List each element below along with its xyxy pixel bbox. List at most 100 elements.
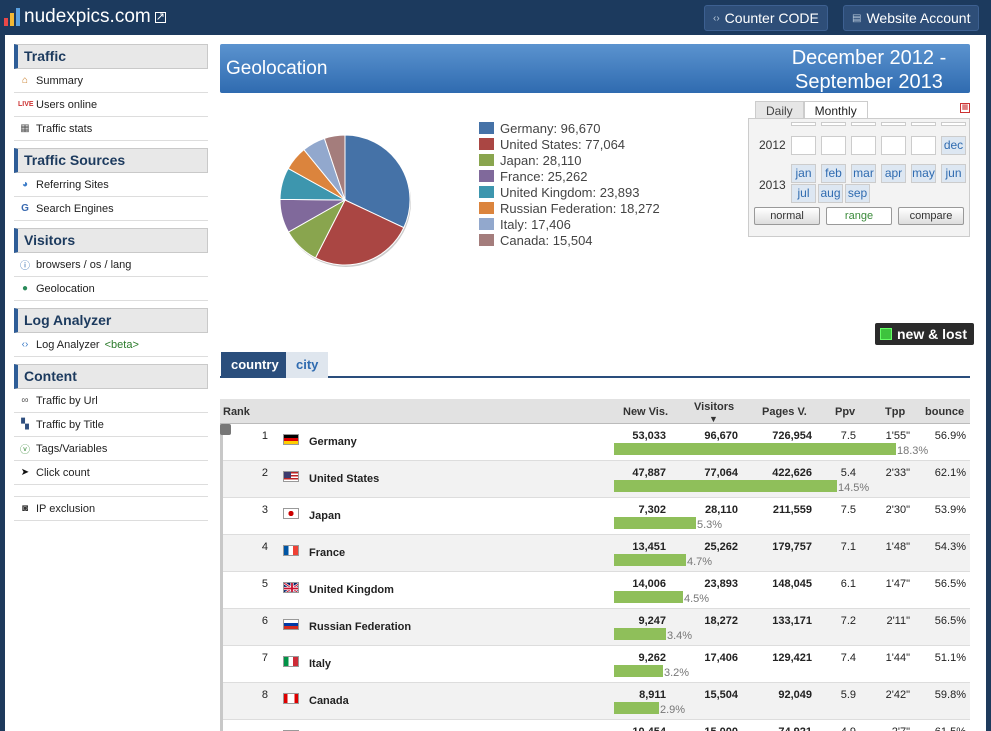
sidebar-item-traffic-by-title[interactable]: ▚ Traffic by Title [14,413,208,437]
pie-slice-germany[interactable] [344,134,411,229]
table-header: Rank New Vis. Visitors ▼ Pages V. Ppv Tp… [220,399,970,424]
table-row[interactable]: 5 United Kingdom 14,006 23,893 148,045 6.1 1'4… [220,572,970,609]
new-lost-label: new & lost [897,326,968,342]
month-cell-jan[interactable]: jan [791,164,816,183]
legend-item[interactable]: France: 25,262 [479,168,660,184]
legend-item[interactable]: United Kingdom: 23,893 [479,184,660,200]
calendar-icon[interactable]: ▦ [960,103,970,113]
pages-value: 129,421 [772,652,812,664]
col-tpp[interactable]: Tpp [885,406,906,418]
visitors-value: 23,893 [704,578,738,590]
month-cell-aug[interactable]: aug [818,184,843,203]
table-row[interactable]: 7 Italy 9,262 17,406 129,421 7.4 1'44" 51.1% 3.2… [220,646,970,683]
month-cell-jun[interactable]: jun [941,164,966,183]
month-cell-apr[interactable]: apr [881,164,906,183]
sidebar-item-search-engines[interactable]: G Search Engines [14,197,208,221]
legend-item[interactable]: Russian Federation: 18,272 [479,200,660,216]
title-icon: ▚ [21,419,29,430]
legend-swatch [479,202,494,214]
tab-daily[interactable]: Daily [755,101,804,119]
table-row[interactable]: 8 Canada 8,911 15,504 92,049 5.9 2'42" 59.8% 2.9… [220,683,970,720]
bounce-value: 61.5% [920,726,966,731]
share-percent: 14.5% [838,482,870,494]
sidebar-item-label: Search Engines [36,202,114,215]
flag-icon [283,619,299,630]
normal-button[interactable]: normal [754,207,820,225]
table-row[interactable]: 2 United States 47,887 77,064 422,626 5.4 2'33… [220,461,970,498]
sidebar-section-traffic: Traffic [14,44,208,69]
sidebar-item-summary[interactable]: ⌂ Summary [14,69,208,93]
table-row[interactable]: 1 Germany 53,033 96,670 726,954 7.5 1'55" 56.9%… [220,424,970,461]
pie-slice-canada[interactable] [323,134,346,201]
site-name[interactable]: nudexpics.com [24,6,151,27]
globe-icon: ● [21,283,29,294]
year-label: 2013 [759,178,786,192]
visitors-value: 17,406 [704,652,738,664]
top-bar: nudexpics.com ↗ ‹› Counter CODE ▤ Websit… [0,0,991,35]
legend-item[interactable]: Canada: 15,504 [479,232,660,248]
table-scroll-handle[interactable] [220,424,231,435]
website-account-button[interactable]: ▤ Website Account [843,5,980,31]
legend-item[interactable]: Italy: 17,406 [479,216,660,232]
legend-item[interactable]: Germany: 96,670 [479,120,660,136]
col-bounce[interactable]: bounce [925,406,965,418]
table-row[interactable]: 4 France 13,451 25,262 179,757 7.1 1'48" 54.3% 4… [220,535,970,572]
flag-icon [283,508,299,519]
tab-city[interactable]: city [286,352,329,378]
sidebar-item-referring-sites[interactable]: ◕ Referring Sites [14,173,208,197]
table-row[interactable]: 3 Japan 7,302 28,110 211,559 7.5 2'30" 53.9% 5.3… [220,498,970,535]
sidebar-item-users-online[interactable]: LIVE Users online [14,93,208,117]
sidebar-item-ip-exclusion[interactable]: ◙ IP exclusion [14,497,208,521]
external-link-icon[interactable]: ↗ [154,10,166,23]
month-cell-sep[interactable]: sep [845,184,870,203]
rank-cell: 4 [261,541,268,553]
site-logo[interactable]: nudexpics.com ↗ [4,6,166,28]
counter-code-button[interactable]: ‹› Counter CODE [704,5,828,31]
table-row[interactable]: 6 Russian Federation 9,247 18,272 133,171 7.2… [220,609,970,646]
month-cell-dec[interactable]: dec [941,136,966,155]
new-lost-button[interactable]: new & lost [875,323,974,345]
col-visitors[interactable]: Visitors [694,401,735,413]
country-name: United Kingdom [309,584,394,596]
table-scroll-track[interactable] [220,424,223,731]
share-percent: 5.3% [697,519,723,531]
ppv-value: 5.9 [840,689,856,701]
share-bar [614,628,666,640]
share-bar [614,480,837,492]
visitors-value: 96,670 [704,430,738,442]
legend-item[interactable]: United States: 77,064 [479,136,660,152]
month-cell-may[interactable]: may [911,164,936,183]
tpp-value: 1'55" [885,430,910,442]
sort-down-icon[interactable]: ▼ [709,414,718,424]
bar-chart-icon [4,8,20,26]
share-percent: 2.9% [660,704,686,716]
col-ppv[interactable]: Ppv [835,406,856,418]
tpp-value: 2'33" [885,467,910,479]
sidebar-item-traffic-by-url[interactable]: ∞ Traffic by Url [14,389,208,413]
col-pages[interactable]: Pages V. [762,406,807,418]
sidebar-item-click-count[interactable]: ➤ Click count [14,461,208,485]
date-range-start: December 2012 - [791,47,947,69]
month-cell-jul[interactable]: jul [791,184,816,203]
month-cell-mar[interactable]: mar [851,164,876,183]
month-cell-empty [911,136,936,155]
tab-country[interactable]: country [221,352,289,378]
pie-slice-united-states[interactable] [314,199,405,266]
sidebar-item-log-analyzer[interactable]: ‹› Log Analyzer <beta> [14,333,208,357]
range-button[interactable]: range [826,207,892,225]
legend-item[interactable]: Japan: 28,110 [479,152,660,168]
share-bar [614,517,696,529]
sidebar-item-traffic-stats[interactable]: ▦ Traffic stats [14,117,208,141]
sidebar-item-tags-variables[interactable]: ⓥ Tags/Variables [14,437,208,461]
col-rank[interactable]: Rank [223,406,250,418]
col-new-vis[interactable]: New Vis. [623,406,669,418]
visitors-value: 18,272 [704,615,738,627]
sidebar-item-browsers[interactable]: ⓘ browsers / os / lang [14,253,208,277]
sidebar-item-geolocation[interactable]: ● Geolocation [14,277,208,301]
compare-button[interactable]: compare [898,207,964,225]
flag-icon [283,471,299,482]
table-row[interactable]: 10,454 15,000 74,921 4.9 2'7" 61.5% [220,720,970,731]
month-cell-feb[interactable]: feb [821,164,846,183]
visitors-value: 15,504 [704,689,738,701]
tab-monthly[interactable]: Monthly [803,101,868,119]
